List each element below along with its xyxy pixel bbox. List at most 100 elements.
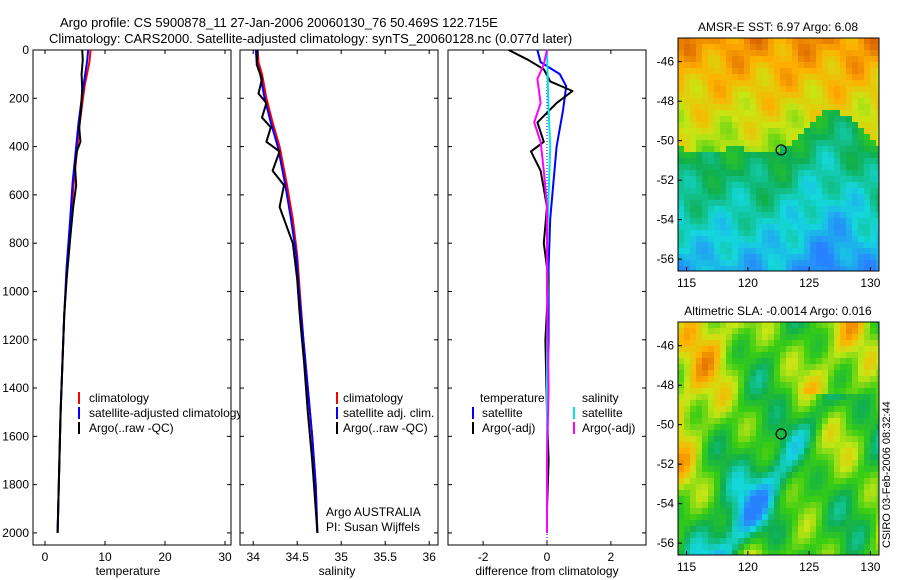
legend-label-argo: Argo(..raw -QC) <box>89 421 174 435</box>
heatmap-cell <box>738 80 745 87</box>
heatmap-cell <box>810 508 817 515</box>
heatmap-cell <box>846 418 853 425</box>
heatmap-cell <box>756 448 763 455</box>
heatmap-cell <box>828 382 835 389</box>
y-tick-label: -50 <box>657 418 675 432</box>
heatmap-cell <box>696 508 703 515</box>
heatmap-cell <box>720 382 727 389</box>
heatmap-cell <box>786 188 793 195</box>
heatmap-cell <box>798 412 805 419</box>
heatmap-cell <box>714 346 721 353</box>
heatmap-cell <box>786 370 793 377</box>
heatmap-cell <box>690 218 697 225</box>
heatmap-cell <box>852 376 859 383</box>
heatmap-cell <box>678 466 685 473</box>
heatmap-cell <box>684 400 691 407</box>
heatmap-cell <box>780 532 787 539</box>
heatmap-cell <box>834 388 841 395</box>
heatmap-cell <box>792 116 799 123</box>
heatmap-cell <box>798 466 805 473</box>
heatmap-cell <box>702 442 709 449</box>
heatmap-cell <box>828 74 835 81</box>
heatmap-cell <box>834 188 841 195</box>
legend-label-temp-argo: Argo(-adj) <box>482 421 535 435</box>
heatmap-cell <box>804 394 811 401</box>
heatmap-cell <box>714 370 721 377</box>
heatmap-cell <box>822 334 829 341</box>
heatmap-cell <box>798 200 805 207</box>
heatmap-cell <box>870 242 877 249</box>
heatmap-cell <box>756 158 763 165</box>
heatmap-cell <box>786 206 793 213</box>
heatmap-cell <box>828 266 835 271</box>
heatmap-cell <box>750 80 757 87</box>
heatmap-cell <box>846 50 853 57</box>
heatmap-cell <box>726 212 733 219</box>
heatmap-cell <box>774 424 781 431</box>
heatmap-cell <box>684 436 691 443</box>
heatmap-cell <box>768 134 775 141</box>
heatmap-cell <box>696 116 703 123</box>
heatmap-cell <box>678 334 685 341</box>
heatmap-cell <box>726 442 733 449</box>
heatmap-cell <box>876 346 879 353</box>
heatmap-cell <box>714 424 721 431</box>
heatmap-cell <box>864 544 871 551</box>
heatmap-cell <box>780 502 787 509</box>
heatmap-cell <box>846 340 853 347</box>
heatmap-cell <box>678 364 685 371</box>
heatmap-cell <box>828 254 835 261</box>
heatmap-cell <box>726 158 733 165</box>
heatmap-cell <box>768 544 775 551</box>
heatmap-cell <box>768 466 775 473</box>
x-tick-label: 115 <box>677 276 696 290</box>
heatmap-cell <box>690 98 697 105</box>
heatmap-cell <box>816 370 823 377</box>
heatmap-cell <box>708 188 715 195</box>
heatmap-cell <box>816 176 823 183</box>
heatmap-cell <box>756 322 763 329</box>
heatmap-cell <box>726 68 733 75</box>
y-tick-label: -46 <box>657 339 675 353</box>
heatmap-cell <box>834 44 841 51</box>
heatmap-cell <box>780 38 787 45</box>
heatmap-cell <box>732 134 739 141</box>
heatmap-cell <box>864 248 871 255</box>
heatmap-cell <box>744 248 751 255</box>
heatmap-cell <box>834 164 841 171</box>
heatmap-cell <box>798 454 805 461</box>
heatmap-cell <box>690 478 697 485</box>
heatmap-cell <box>744 478 751 485</box>
heatmap-cell <box>864 140 871 147</box>
heatmap-cell <box>870 340 877 347</box>
heatmap-cell <box>822 550 829 555</box>
heatmap-cell <box>738 248 745 255</box>
heatmap-cell <box>678 436 685 443</box>
heatmap-cell <box>738 44 745 51</box>
heatmap-cell <box>762 140 769 147</box>
heatmap-cell <box>738 442 745 449</box>
heatmap-cell <box>876 388 879 395</box>
heatmap-cell <box>876 86 879 93</box>
heatmap-cell <box>732 260 739 267</box>
heatmap-cell <box>840 152 847 159</box>
heatmap-cell <box>828 394 835 401</box>
heatmap-cell <box>876 98 879 105</box>
heatmap-cell <box>738 98 745 105</box>
heatmap-cell <box>816 424 823 431</box>
heatmap-cell <box>774 526 781 533</box>
x-tick-label: 125 <box>799 276 819 290</box>
heatmap-cell <box>876 406 879 413</box>
heatmap-cell <box>780 526 787 533</box>
heatmap-cell <box>858 170 865 177</box>
heatmap-cell <box>834 490 841 497</box>
heatmap-cell <box>720 224 727 231</box>
heatmap-cell <box>726 400 733 407</box>
heatmap-cell <box>828 496 835 503</box>
heatmap-cell <box>864 128 871 135</box>
heatmap-cell <box>696 424 703 431</box>
heatmap-cell <box>720 164 727 171</box>
heatmap-cell <box>804 460 811 467</box>
heatmap-cell <box>858 322 865 329</box>
heatmap-cell <box>684 502 691 509</box>
